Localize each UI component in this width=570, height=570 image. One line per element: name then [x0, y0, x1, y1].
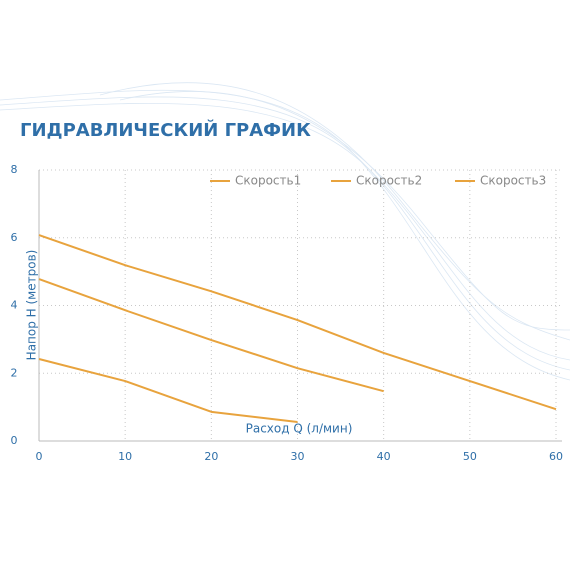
- x-tick-label: 30: [291, 450, 305, 463]
- y-tick-label: 4: [11, 299, 18, 312]
- y-tick-label: 2: [11, 366, 18, 379]
- y-tick-label: 6: [11, 231, 18, 244]
- y-axis-label: Напор H (метров): [25, 250, 39, 361]
- x-tick-label: 40: [377, 450, 391, 463]
- chart-title: ГИДРАВЛИЧЕСКИЙ ГРАФИК: [20, 119, 311, 141]
- series-line: [38, 358, 298, 424]
- background-waves: [0, 82, 570, 381]
- x-tick-label: 20: [204, 450, 218, 463]
- y-tick-label: 8: [11, 163, 18, 176]
- series-line: [38, 234, 557, 411]
- y-tick-label: 0: [11, 434, 18, 447]
- legend-label: Скорость2: [356, 174, 422, 188]
- series-line: [38, 278, 384, 393]
- x-axis-label: Расход Q (л/мин): [246, 422, 353, 436]
- x-tick-label: 60: [549, 450, 563, 463]
- legend-label: Скорость3: [480, 174, 546, 188]
- legend-label: Скорость1: [235, 174, 301, 188]
- x-tick-label: 50: [463, 450, 477, 463]
- x-tick-label: 0: [36, 450, 43, 463]
- x-tick-label: 10: [118, 450, 132, 463]
